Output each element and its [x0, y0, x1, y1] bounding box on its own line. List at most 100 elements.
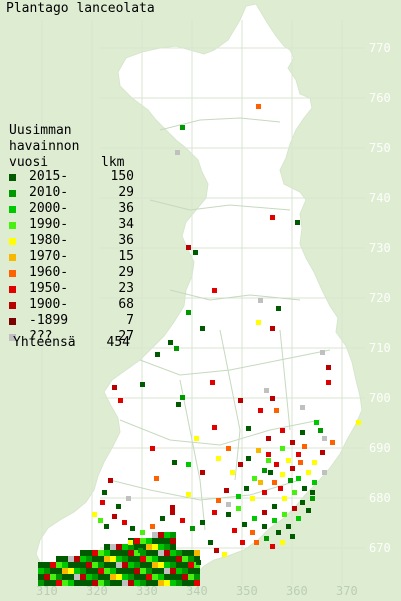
observation-square	[152, 544, 158, 550]
observation-square	[50, 580, 56, 586]
observation-square	[130, 526, 135, 531]
observation-square	[164, 532, 170, 538]
observation-square	[134, 538, 140, 544]
observation-square	[226, 446, 231, 451]
observation-square	[92, 512, 97, 517]
observation-square	[44, 568, 50, 574]
observation-square	[92, 568, 98, 574]
observation-square	[44, 574, 50, 580]
y-axis-label: 720	[369, 291, 391, 305]
observation-square	[176, 568, 182, 574]
observation-square	[310, 496, 315, 501]
observation-square	[104, 562, 110, 568]
observation-square	[104, 544, 110, 550]
observation-square	[262, 510, 267, 515]
observation-square	[110, 568, 116, 574]
observation-square	[270, 396, 275, 401]
observation-square	[256, 448, 261, 453]
legend-label: ???	[29, 329, 53, 344]
observation-square	[278, 486, 283, 491]
observation-square	[62, 574, 68, 580]
observation-square	[50, 568, 56, 574]
region-border	[139, 349, 331, 376]
observation-square	[272, 480, 277, 485]
legend-swatch	[9, 254, 16, 261]
observation-square	[38, 562, 44, 568]
map-title: Plantago lanceolata	[6, 1, 155, 16]
observation-square	[256, 104, 261, 109]
x-axis-label: 310	[36, 584, 58, 598]
observation-square	[274, 462, 279, 467]
region-border	[119, 419, 321, 446]
legend-swatch	[9, 206, 16, 213]
observation-square	[288, 478, 293, 483]
observation-square	[140, 530, 145, 535]
observation-square	[295, 220, 300, 225]
legend-count: 36	[118, 233, 134, 248]
observation-square	[164, 538, 170, 544]
observation-square	[322, 470, 327, 475]
observation-square	[182, 580, 188, 586]
observation-square	[68, 580, 74, 586]
observation-square	[56, 562, 62, 568]
observation-square	[290, 534, 295, 539]
observation-square	[74, 556, 80, 562]
observation-square	[134, 568, 140, 574]
observation-square	[266, 436, 271, 441]
legend-label: 2015-	[29, 169, 69, 184]
legend-heading-line-2: havainnon	[9, 139, 80, 154]
observation-square	[176, 556, 182, 562]
legend-label: 1960-	[29, 265, 69, 280]
observation-square	[188, 574, 194, 580]
legend-item: ??? 27	[9, 329, 134, 345]
x-axis-label: 370	[336, 584, 358, 598]
legend-count: 150	[110, 169, 134, 184]
observation-square	[194, 436, 199, 441]
observation-square	[186, 492, 191, 497]
legend-total-count: 454	[106, 335, 130, 350]
legend-item: 2010- 29	[9, 185, 134, 201]
observation-square	[200, 520, 205, 525]
observation-square	[180, 125, 185, 130]
legend: 2015- 150 2010- 29 2000- 36 1990- 34 1980- 36 1970…	[9, 169, 134, 345]
observation-square	[56, 556, 62, 562]
legend-label: 1900-	[29, 297, 69, 312]
region-border	[179, 379, 206, 531]
observation-square	[122, 574, 128, 580]
observation-square	[152, 580, 158, 586]
x-axis-label: 320	[86, 584, 108, 598]
observation-square	[98, 580, 104, 586]
observation-square	[68, 574, 74, 580]
observation-square	[196, 560, 201, 565]
observation-square	[242, 522, 247, 527]
observation-square	[306, 508, 311, 513]
observation-square	[170, 574, 176, 580]
observation-square	[274, 408, 279, 413]
observation-square	[300, 405, 305, 410]
legend-swatch	[9, 302, 16, 309]
observation-square	[126, 496, 131, 501]
observation-square	[170, 505, 175, 510]
observation-square	[98, 550, 104, 556]
observation-square	[102, 490, 107, 495]
observation-square	[266, 452, 271, 457]
observation-square	[264, 388, 269, 393]
observation-square	[170, 538, 176, 544]
observation-square	[262, 468, 267, 473]
observation-square	[122, 550, 128, 556]
observation-square	[98, 556, 104, 562]
observation-square	[62, 556, 68, 562]
observation-square	[122, 544, 128, 550]
region-border	[149, 199, 291, 211]
observation-square	[110, 544, 116, 550]
legend-label: 1970-	[29, 249, 69, 264]
legend-swatch	[9, 270, 16, 277]
observation-square	[164, 556, 170, 562]
legend-swatch	[9, 286, 16, 293]
observation-square	[194, 568, 200, 574]
observation-square	[146, 556, 152, 562]
observation-square	[118, 398, 123, 403]
observation-square	[155, 352, 160, 357]
legend-heading-line-1: Uusimman	[9, 123, 72, 138]
legend-item: 2000- 36	[9, 201, 134, 217]
